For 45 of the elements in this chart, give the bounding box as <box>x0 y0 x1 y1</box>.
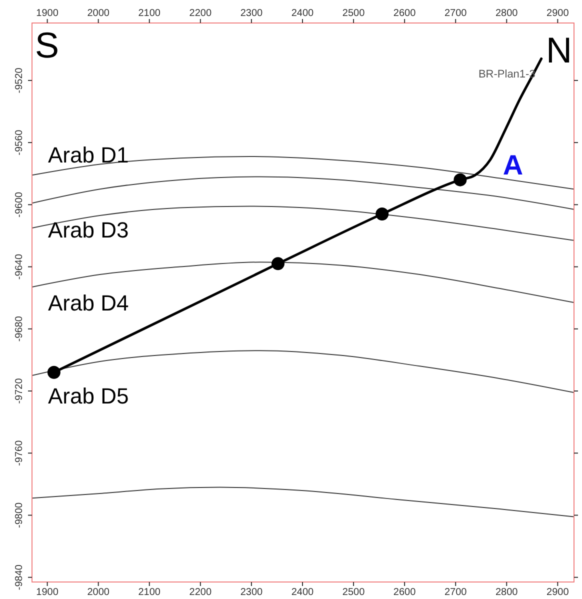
y-tick-label: -9680 <box>14 316 25 342</box>
x2-tick-label: 2900 <box>546 587 570 598</box>
x-tick-label: 2100 <box>138 8 161 19</box>
y-tick-label: -9600 <box>14 191 25 218</box>
y-tick-label: -9560 <box>14 129 25 156</box>
x-tick-label: 2600 <box>393 8 416 19</box>
line-series <box>32 176 574 210</box>
x-tick-label: 2700 <box>444 8 468 19</box>
y-tick-label: -9760 <box>14 440 25 466</box>
x-tick-label: 2800 <box>496 8 518 19</box>
x2-tick-label: 2500 <box>342 587 366 598</box>
line-series <box>32 486 574 518</box>
x-tick-label: 2900 <box>546 8 570 19</box>
annotation: Arab D1 <box>48 142 129 168</box>
x-tick-label: 2500 <box>342 8 366 19</box>
x2-tick-label: 2300 <box>240 587 264 598</box>
annotation: Arab D3 <box>48 218 129 242</box>
x-tick-label: 2000 <box>87 8 110 19</box>
annotation: A <box>502 150 524 180</box>
y-tick-label: -9520 <box>14 67 25 94</box>
annotation: S <box>35 24 60 66</box>
line-series <box>32 206 574 241</box>
x2-tick-label: 2800 <box>496 587 518 598</box>
x-tick-label: 2400 <box>291 8 314 19</box>
y-tick-label: -9640 <box>14 254 25 280</box>
y-tick-label: -9720 <box>14 378 25 404</box>
x2-tick-label: 2400 <box>291 587 314 598</box>
point <box>271 257 284 270</box>
annotation: Arab D4 <box>48 290 129 316</box>
y-tick-label: -9840 <box>14 564 25 590</box>
x2-tick-label: 2600 <box>393 587 416 598</box>
x2-tick-label: 2200 <box>189 587 212 598</box>
point <box>454 173 467 186</box>
x-tick-label: 2300 <box>240 8 264 19</box>
point <box>376 207 389 220</box>
annotation: Arab D5 <box>48 384 129 408</box>
x2-tick-label: 2700 <box>444 587 468 598</box>
x-tick-label: 1900 <box>36 8 59 19</box>
point <box>47 366 60 379</box>
x2-tick-label: 2100 <box>138 587 161 598</box>
x-tick-label: 2200 <box>189 8 212 19</box>
annotation: N <box>546 30 572 70</box>
x2-tick-label: 2000 <box>87 587 110 598</box>
y-tick-label: -9800 <box>14 502 25 528</box>
x2-tick-label: 1900 <box>36 587 59 598</box>
